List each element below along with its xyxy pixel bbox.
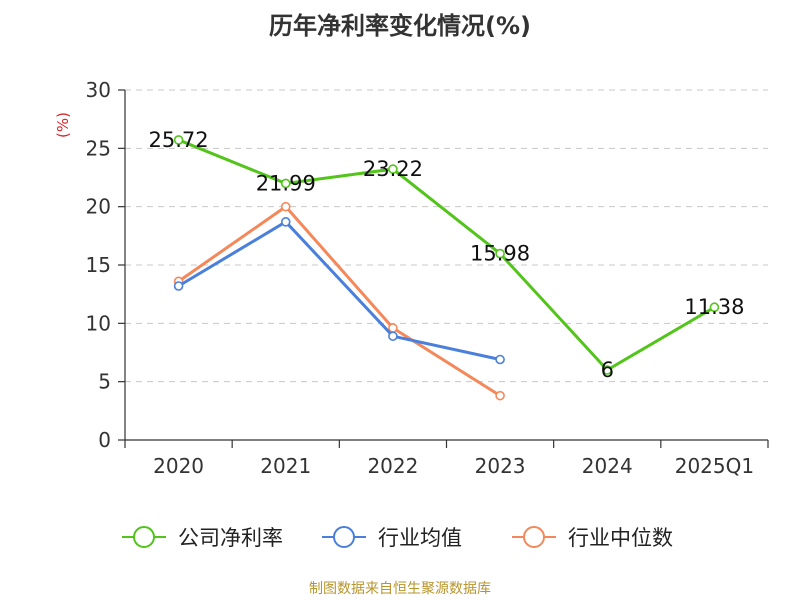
y-tick-label: 15 xyxy=(86,253,111,277)
x-tick-label: 2022 xyxy=(367,454,418,478)
data-point xyxy=(280,201,291,212)
legend-marker xyxy=(523,526,545,548)
y-tick-label: 30 xyxy=(86,78,111,102)
series-line xyxy=(178,138,716,372)
x-tick-label: 2023 xyxy=(475,454,526,478)
data-label: 6 xyxy=(601,358,614,382)
data-label: 23.22 xyxy=(363,157,423,181)
legend-item: 行业中位数 xyxy=(512,526,673,550)
data-label: 11.38 xyxy=(684,295,744,319)
data-point xyxy=(602,365,613,375)
series-line xyxy=(177,205,501,397)
series-line xyxy=(177,220,501,361)
y-tick-label: 10 xyxy=(86,311,111,335)
legend-label: 行业中位数 xyxy=(568,526,673,550)
data-point xyxy=(495,248,505,259)
legend-marker xyxy=(133,526,155,548)
data-point xyxy=(173,281,184,291)
legend-marker xyxy=(333,526,355,548)
data-point xyxy=(495,354,505,365)
axes: 0 5 10 15 20 25 30 2020 2021 2022 2023 2024 2025Q1 xyxy=(86,78,769,478)
data-label: 15.98 xyxy=(470,242,530,266)
y-tick-label: 25 xyxy=(86,136,111,160)
legend-label: 行业均值 xyxy=(378,526,462,550)
grid-lines xyxy=(125,89,768,383)
source-note: 制图数据来自恒生聚源数据库 xyxy=(309,581,491,597)
data-labels: 25.72 21.99 23.22 15.98 6 11.38 xyxy=(149,128,745,382)
legend-label: 公司净利率 xyxy=(178,526,283,550)
chart-title: 历年净利率变化情况(%) xyxy=(269,12,531,40)
y-tick-label: 20 xyxy=(86,195,111,219)
data-point xyxy=(280,178,291,189)
data-point xyxy=(173,135,184,145)
x-tick-label: 2024 xyxy=(582,454,633,478)
data-point xyxy=(280,217,291,227)
data-label: 25.72 xyxy=(149,128,209,152)
x-tick-label: 2025Q1 xyxy=(675,454,754,478)
legend-item: 公司净利率 xyxy=(122,526,283,550)
data-point xyxy=(388,323,398,333)
data-point xyxy=(495,390,505,401)
y-tick-label: 0 xyxy=(98,428,111,452)
data-point xyxy=(709,302,720,313)
x-tick-label: 2021 xyxy=(260,454,311,478)
y-axis-label: (%) xyxy=(54,112,72,138)
series xyxy=(173,135,720,401)
data-label: 21.99 xyxy=(256,171,316,195)
legend: 公司净利率 行业均值 行业中位数 xyxy=(122,526,673,550)
x-tick-label: 2020 xyxy=(153,454,204,478)
data-point xyxy=(388,164,398,174)
data-point xyxy=(388,331,398,341)
legend-item: 行业均值 xyxy=(322,526,462,550)
y-tick-label: 5 xyxy=(98,370,111,394)
